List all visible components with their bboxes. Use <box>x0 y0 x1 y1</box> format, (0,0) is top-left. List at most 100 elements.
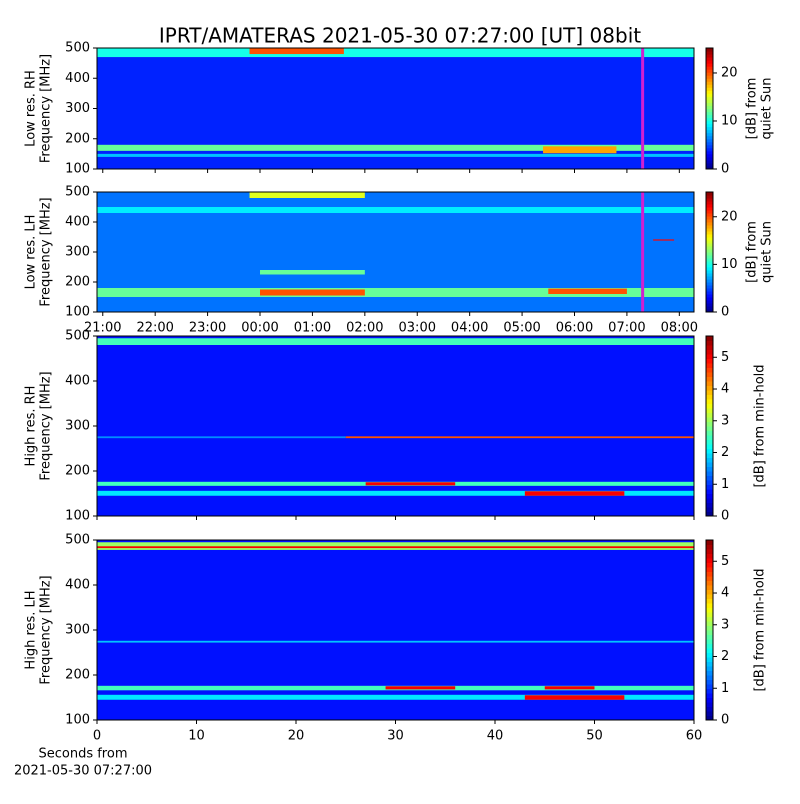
y-axis-label: Frequency [MHz] <box>39 371 54 480</box>
colorbar-tick-label: 2 <box>721 649 729 664</box>
y-tick-label: 100 <box>65 509 90 524</box>
colorbar-segment <box>706 549 713 554</box>
y-axis-label: High res. LH <box>24 590 39 669</box>
colorbar-segment <box>706 349 713 355</box>
colorbar-segment <box>706 60 713 64</box>
colorbar-segment <box>706 57 713 61</box>
colorbar-segment <box>706 141 713 146</box>
colorbar-segment <box>706 123 713 128</box>
colorbar-segment <box>706 159 713 164</box>
colorbar-tick-label: 20 <box>721 65 738 80</box>
x-tick-label: 40 <box>487 729 504 744</box>
colorbar-segment <box>706 502 713 508</box>
colorbar-segment <box>706 439 713 445</box>
colorbar-segment <box>706 114 713 119</box>
colorbar-segment <box>706 576 713 581</box>
colorbar-segment <box>706 693 713 698</box>
y-tick-label: 100 <box>65 162 90 177</box>
colorbar-segment <box>706 453 713 458</box>
colorbar-segment <box>706 598 713 604</box>
x-tick-label: 10 <box>188 729 205 744</box>
x-tick-label: 01:00 <box>294 321 331 336</box>
heatmap-cell <box>524 491 625 496</box>
colorbar-segment <box>706 207 713 211</box>
colorbar-segment <box>706 231 713 235</box>
heatmap-cell <box>260 289 365 296</box>
colorbar-segment <box>706 630 713 635</box>
y-tick-label: 100 <box>65 713 90 728</box>
y-tick-label: 400 <box>65 215 90 230</box>
colorbar-segment <box>706 228 713 232</box>
colorbar-segment <box>706 75 713 79</box>
colorbar-segment <box>706 625 713 631</box>
heatmap-cell <box>97 288 694 297</box>
y-axis-label: High res. RH <box>24 386 39 467</box>
colorbar-segment <box>706 294 713 298</box>
colorbar-segment <box>706 511 713 517</box>
colorbar-segment <box>706 96 713 100</box>
colorbar-segment <box>706 276 713 280</box>
y-tick-label: 100 <box>65 305 90 320</box>
colorbar-segment <box>706 63 713 67</box>
colorbar-tick-label: 0 <box>721 713 729 728</box>
heatmap-cell <box>524 695 625 700</box>
x-tick-label: 20 <box>288 729 305 744</box>
colorbar-segment <box>706 498 713 503</box>
x-tick-label: 08:00 <box>661 321 698 336</box>
colorbar-segment <box>706 711 713 716</box>
colorbar-segment <box>706 246 713 250</box>
colorbar-segment <box>706 72 713 76</box>
colorbar-segment <box>706 270 713 274</box>
colorbar-segment <box>706 237 713 241</box>
colorbar-segment <box>706 126 713 131</box>
heatmap-cell <box>249 48 344 55</box>
colorbar-tick-label: 10 <box>721 257 738 272</box>
colorbar-segment <box>706 195 713 199</box>
colorbar-tick-label: 4 <box>721 586 729 601</box>
colorbar-segment <box>706 412 713 418</box>
x-tick-label: 06:00 <box>556 321 593 336</box>
colorbar-segment <box>706 201 713 205</box>
colorbar-tick-label: 0 <box>721 509 729 524</box>
heatmap-cell <box>543 146 617 154</box>
colorbar-segment <box>706 489 713 494</box>
colorbar-segment <box>706 643 713 649</box>
heatmap-cell <box>97 144 694 151</box>
colorbar-segment <box>706 607 713 613</box>
y-tick-label: 200 <box>65 668 90 683</box>
colorbar-segment <box>706 544 713 550</box>
colorbar-segment <box>706 204 713 208</box>
colorbar-segment <box>706 264 713 268</box>
colorbar-segment <box>706 222 713 226</box>
colorbar-segment <box>706 448 713 454</box>
x-tick-label: 50 <box>586 729 603 744</box>
colorbar-tick-label: 20 <box>721 209 738 224</box>
colorbar-segment <box>706 471 713 476</box>
colorbar-segment <box>706 612 713 617</box>
colorbar-segment <box>706 153 713 158</box>
y-tick-label: 400 <box>65 71 90 86</box>
x-tick-label: 05:00 <box>503 321 540 336</box>
colorbar-segment <box>706 234 713 238</box>
colorbar-segment <box>706 309 713 313</box>
colorbar-segment <box>706 345 713 350</box>
colorbar-segment <box>706 210 713 214</box>
colorbar-segment <box>706 150 713 155</box>
y-tick-label: 300 <box>65 245 90 260</box>
colorbar-tick-label: 4 <box>721 382 729 397</box>
colorbar-segment <box>706 558 713 563</box>
colorbar-label: [dB] from <box>745 221 760 283</box>
colorbar-tick-label: 1 <box>721 477 729 492</box>
x-tick-label: 04:00 <box>451 321 488 336</box>
colorbar-segment <box>706 493 713 499</box>
y-tick-label: 300 <box>65 419 90 434</box>
colorbar-segment <box>706 273 713 277</box>
colorbar-segment <box>706 279 713 283</box>
colorbar-frame <box>705 191 714 313</box>
colorbar-segment <box>706 648 713 653</box>
x-tick-label: 30 <box>387 729 404 744</box>
heatmap-background <box>97 336 694 516</box>
y-tick-label: 500 <box>65 41 90 56</box>
colorbar-frame <box>705 539 714 721</box>
